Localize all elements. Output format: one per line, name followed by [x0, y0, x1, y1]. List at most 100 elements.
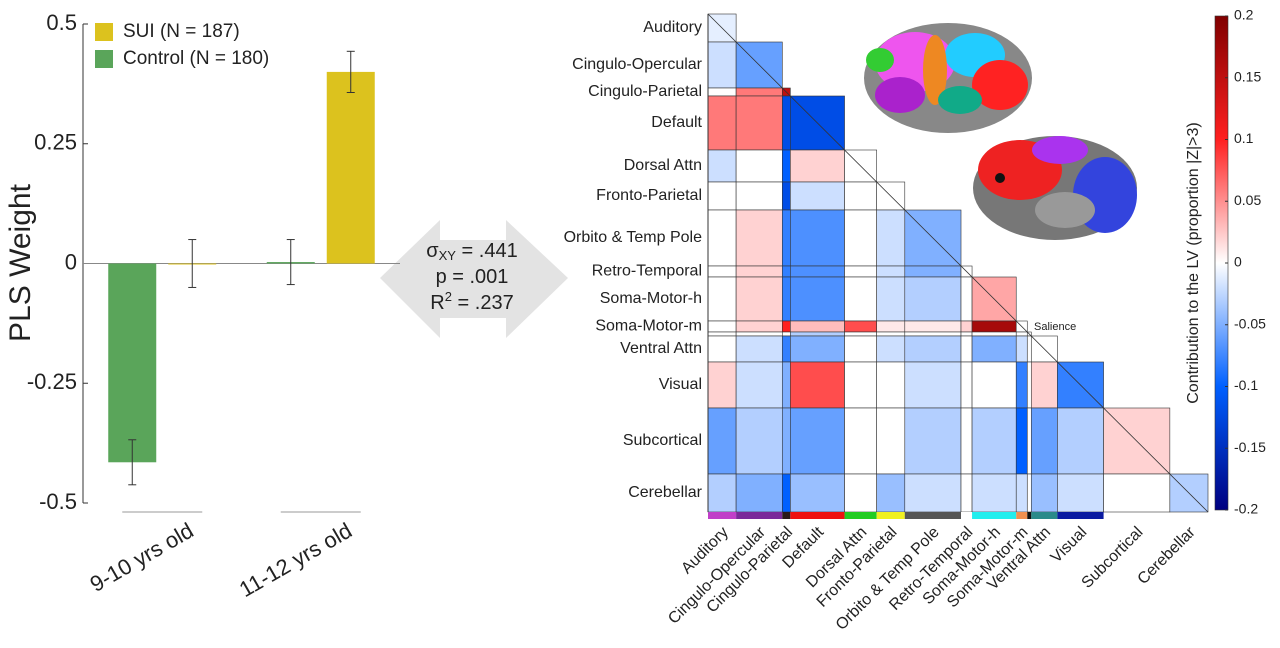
heatmap-cell	[735, 335, 783, 363]
y-tick-label: Visual	[659, 376, 702, 393]
heatmap-cell	[790, 276, 845, 322]
y-tick-label: Cerebellar	[628, 484, 702, 501]
heatmap-cell	[1030, 407, 1058, 475]
legend-swatch	[95, 50, 113, 68]
heatmap-cell	[707, 265, 737, 278]
bar	[108, 263, 157, 463]
heatmap-cell	[735, 95, 783, 151]
brain-lateral	[864, 23, 1032, 133]
stat-part: R	[430, 292, 444, 314]
heatmap-cell	[707, 320, 737, 333]
heatmap-cell	[707, 95, 737, 151]
y-tick-label: Dorsal Attn	[624, 157, 702, 174]
heatmap-cell	[707, 335, 737, 363]
colorbar-tick-label: -0.15	[1234, 439, 1266, 455]
y-tick-label: Default	[651, 114, 702, 131]
heatmap-cell	[844, 209, 877, 267]
stat-part: p = .001	[436, 266, 509, 288]
heatmap-cell	[904, 276, 962, 322]
y-tick-label: Auditory	[643, 19, 702, 36]
y-tick-label: Orbito & Temp Pole	[564, 229, 703, 246]
heatmap-cell	[790, 407, 845, 475]
stat-part: = .441	[456, 240, 518, 262]
heatmap-cell	[790, 335, 845, 363]
y-tick-label: Soma-Motor-m	[595, 318, 702, 335]
heatmap-cell	[707, 276, 737, 322]
heatmap-cell	[971, 320, 1017, 333]
network-strip	[1031, 512, 1058, 519]
stat-line: p = .001	[436, 266, 509, 288]
heatmap-cell	[876, 209, 906, 267]
colorbar-tick-label: -0.05	[1234, 315, 1266, 331]
heatmap-cell	[781, 335, 791, 363]
stat-line: R2 = .237	[430, 289, 513, 314]
y-tick-label: 0.5	[46, 10, 77, 35]
y-tick-label: Soma-Motor-h	[600, 290, 702, 307]
heatmap-cell	[735, 320, 783, 333]
error-bar	[188, 239, 197, 288]
heatmap-cell	[781, 265, 791, 278]
heatmap-cell	[707, 331, 737, 337]
y-tick-label: Retro-Temporal	[592, 263, 702, 280]
network-strip	[961, 512, 973, 519]
heatmap-cell	[844, 265, 877, 278]
heatmap-cell	[735, 331, 783, 337]
y-tick-label: Ventral Attn	[620, 340, 702, 357]
y-tick-label: Cingulo-Opercular	[572, 56, 703, 73]
heatmap-cell	[904, 331, 962, 337]
stat-part: XY	[439, 248, 457, 263]
heatmap-cell	[960, 473, 973, 513]
heatmap-cell	[781, 209, 791, 267]
heatmap-cell	[790, 320, 845, 333]
network-strip	[1027, 512, 1032, 519]
heatmap-cell	[735, 149, 783, 183]
network-strip	[1057, 512, 1104, 519]
network-strip	[782, 512, 791, 519]
heatmap-cell	[844, 361, 877, 409]
heatmap-cell	[844, 473, 877, 513]
heatmap-cell	[790, 181, 845, 211]
heatmap-cell	[904, 320, 962, 333]
heatmap-cell	[1015, 407, 1028, 475]
heatmap-cell	[735, 87, 783, 97]
heatmap-cell	[971, 335, 1017, 363]
error-bar	[346, 50, 355, 93]
heatmap-cell	[790, 361, 845, 409]
network-strip	[904, 512, 962, 519]
double-arrow	[380, 220, 568, 338]
heatmap-cell	[1103, 473, 1171, 513]
heatmap-cell	[1015, 331, 1028, 337]
network-strip	[1016, 512, 1028, 519]
heatmap-cell	[707, 181, 737, 211]
network-strip	[876, 512, 905, 519]
heatmap-cell	[844, 335, 877, 363]
error-bar	[128, 439, 137, 486]
colorbar-tick-label: 0.1	[1234, 130, 1254, 146]
heatmap-cell	[1026, 407, 1032, 475]
heatmap-cell	[790, 209, 845, 267]
heatmap-cell	[876, 407, 906, 475]
heatmap-cell	[790, 149, 845, 183]
heatmap-cell	[707, 149, 737, 183]
heatmap-cell	[960, 407, 973, 475]
heatmap-cell	[781, 181, 791, 211]
heatmap-cell	[735, 407, 783, 475]
heatmap-cell	[971, 331, 1017, 337]
heatmap-cell	[876, 473, 906, 513]
stat-part: 2	[445, 289, 452, 304]
stat-part: = .237	[452, 292, 514, 314]
heatmap-cell	[971, 473, 1017, 513]
heatmap-cell	[735, 265, 783, 278]
y-tick-label: Cingulo-Parietal	[588, 83, 702, 100]
heatmap-cell	[707, 87, 737, 97]
colorbar-tick-label: 0.2	[1234, 7, 1254, 23]
heatmap-cell	[904, 473, 962, 513]
colorbar-tick-label: 0	[1234, 254, 1242, 270]
heatmap-cell	[1030, 473, 1058, 513]
heatmap-cell	[1026, 335, 1032, 363]
heatmap-cell	[735, 181, 783, 211]
heatmap-cell	[844, 181, 877, 211]
heatmap-cell	[735, 473, 783, 513]
legend-swatch	[95, 23, 113, 41]
colorbar-tick-label: -0.1	[1234, 377, 1258, 393]
